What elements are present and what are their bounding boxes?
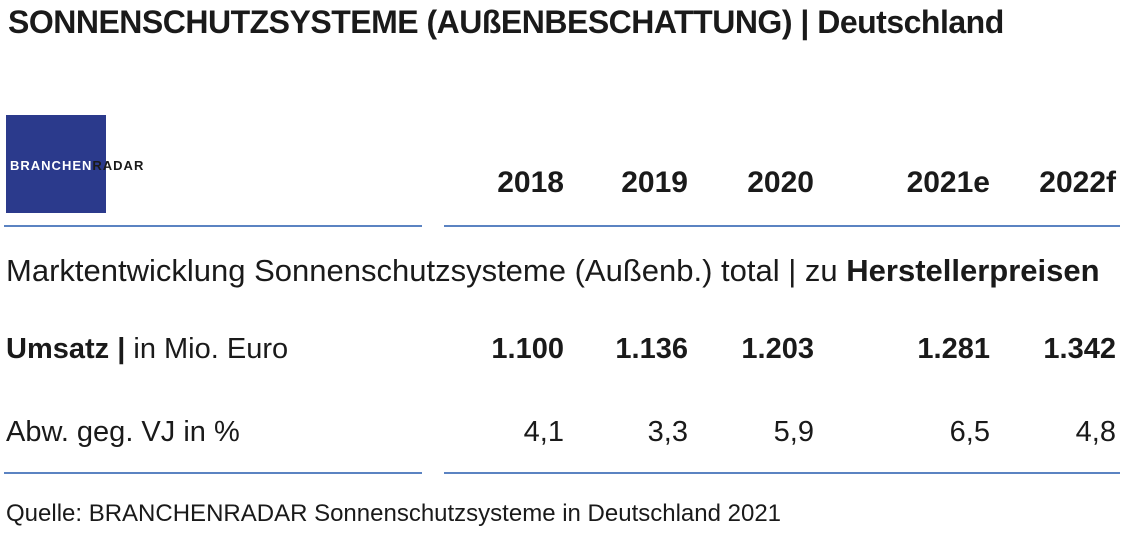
section-label-regular: Marktentwicklung Sonnenschutzsysteme (Au… <box>6 253 847 288</box>
table-cell-abw-2022f: 4,8 <box>1075 416 1116 448</box>
table-cell-umsatz-2018: 1.100 <box>491 333 564 365</box>
header-rule-right <box>444 225 1120 227</box>
table-cell-abw-2018: 4,1 <box>523 416 564 448</box>
table-cell-umsatz-2021e: 1.281 <box>917 333 990 365</box>
table-cell-abw-2021e: 6,5 <box>949 416 990 448</box>
row-label-umsatz-regular: in Mio. Euro <box>125 333 289 365</box>
page-title: SONNENSCHUTZSYSTEME (AUßENBESCHATTUNG) |… <box>8 4 1004 40</box>
footer-rule-right <box>444 472 1120 474</box>
column-header-2018: 2018 <box>497 166 564 199</box>
section-label: Marktentwicklung Sonnenschutzsysteme (Au… <box>6 253 1100 289</box>
logo-text-part2: RADAR <box>92 158 145 173</box>
table-cell-umsatz-2022f: 1.342 <box>1043 333 1116 365</box>
logo-text-part1: BRANCHEN <box>10 158 93 173</box>
column-header-2021e: 2021e <box>906 166 990 199</box>
table-cell-umsatz-2020: 1.203 <box>741 333 814 365</box>
row-label-abw: Abw. geg. VJ in % <box>6 416 240 448</box>
table-cell-abw-2020: 5,9 <box>773 416 814 448</box>
row-label-umsatz-bold: Umsatz | <box>6 333 126 365</box>
section-label-bold: Herstellerpreisen <box>846 253 1100 288</box>
column-header-2020: 2020 <box>747 166 814 199</box>
footer-rule-left <box>4 472 422 474</box>
row-label-umsatz: Umsatz | in Mio. Euro <box>6 333 288 366</box>
source-note: Quelle: BRANCHENRADAR Sonnenschutzsystem… <box>6 500 782 527</box>
column-header-2022f: 2022f <box>1039 166 1116 199</box>
logo-text: BRANCHENRADAR <box>10 158 144 173</box>
column-header-2019: 2019 <box>621 166 688 199</box>
header-rule-left <box>4 225 422 227</box>
branchenradar-logo <box>6 115 106 213</box>
table-cell-umsatz-2019: 1.136 <box>615 333 688 365</box>
table-cell-abw-2019: 3,3 <box>647 416 688 448</box>
